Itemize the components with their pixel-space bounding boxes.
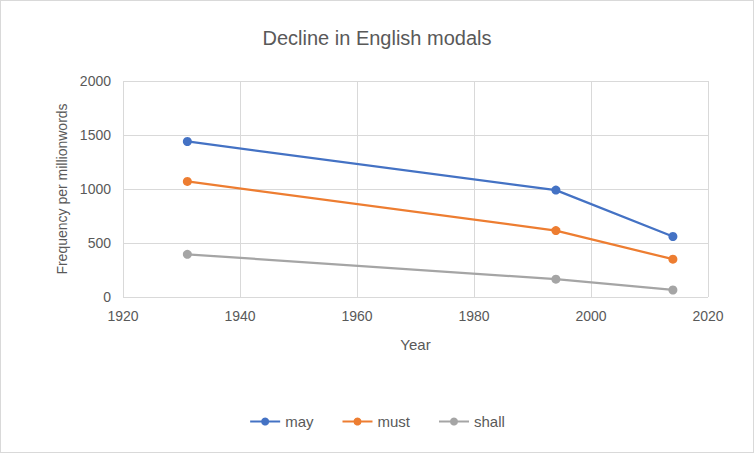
svg-text:Year: Year [400, 336, 430, 353]
svg-text:Decline in English modals: Decline in English modals [262, 27, 491, 49]
svg-text:Frequency per millionwords: Frequency per millionwords [54, 103, 70, 274]
svg-text:must: must [377, 413, 410, 430]
svg-text:1940: 1940 [224, 308, 255, 324]
svg-text:2000: 2000 [80, 73, 111, 89]
svg-text:2000: 2000 [575, 308, 606, 324]
svg-text:0: 0 [103, 289, 111, 305]
svg-text:500: 500 [88, 235, 112, 251]
svg-text:1500: 1500 [80, 127, 111, 143]
svg-text:2020: 2020 [692, 308, 723, 324]
svg-text:shall: shall [474, 413, 505, 430]
svg-text:1920: 1920 [107, 308, 138, 324]
svg-text:1960: 1960 [341, 308, 372, 324]
svg-text:may: may [285, 413, 314, 430]
svg-text:1000: 1000 [80, 181, 111, 197]
svg-text:1980: 1980 [458, 308, 489, 324]
